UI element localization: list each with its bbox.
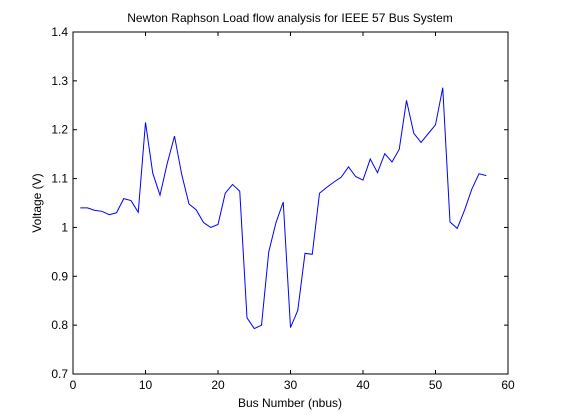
- x-tick-label: 20: [211, 378, 225, 392]
- x-axis-label: Bus Number (nbus): [238, 396, 342, 410]
- series-layer: [80, 87, 487, 330]
- y-tick-label: 0.8: [51, 318, 68, 332]
- x-tick-label: 0: [70, 378, 77, 392]
- voltage-series-line: [80, 87, 487, 330]
- x-tick-label: 10: [139, 378, 153, 392]
- y-tick-label: 1.2: [51, 123, 68, 137]
- x-tick-label: 50: [429, 378, 443, 392]
- y-tick-label: 0.7: [51, 367, 68, 381]
- y-axis-label: Voltage (V): [30, 173, 44, 232]
- y-tick-label: 1.1: [51, 172, 68, 186]
- plot-background: [73, 32, 508, 374]
- y-tick-label: 1: [61, 220, 68, 234]
- y-tick-label: 1.4: [51, 25, 68, 39]
- x-tick-label: 60: [501, 378, 515, 392]
- x-tick-label: 30: [284, 378, 298, 392]
- chart-title: Newton Raphson Load flow analysis for IE…: [127, 11, 453, 25]
- x-tick-label: 40: [356, 378, 370, 392]
- ticks-layer: 0 10 20 30 40 50 60 0.7 0.8 0.9 1 1.1 1.2 1.3 1.4: [51, 25, 515, 392]
- y-tick-label: 1.3: [51, 74, 68, 88]
- y-tick-label: 0.9: [51, 269, 68, 283]
